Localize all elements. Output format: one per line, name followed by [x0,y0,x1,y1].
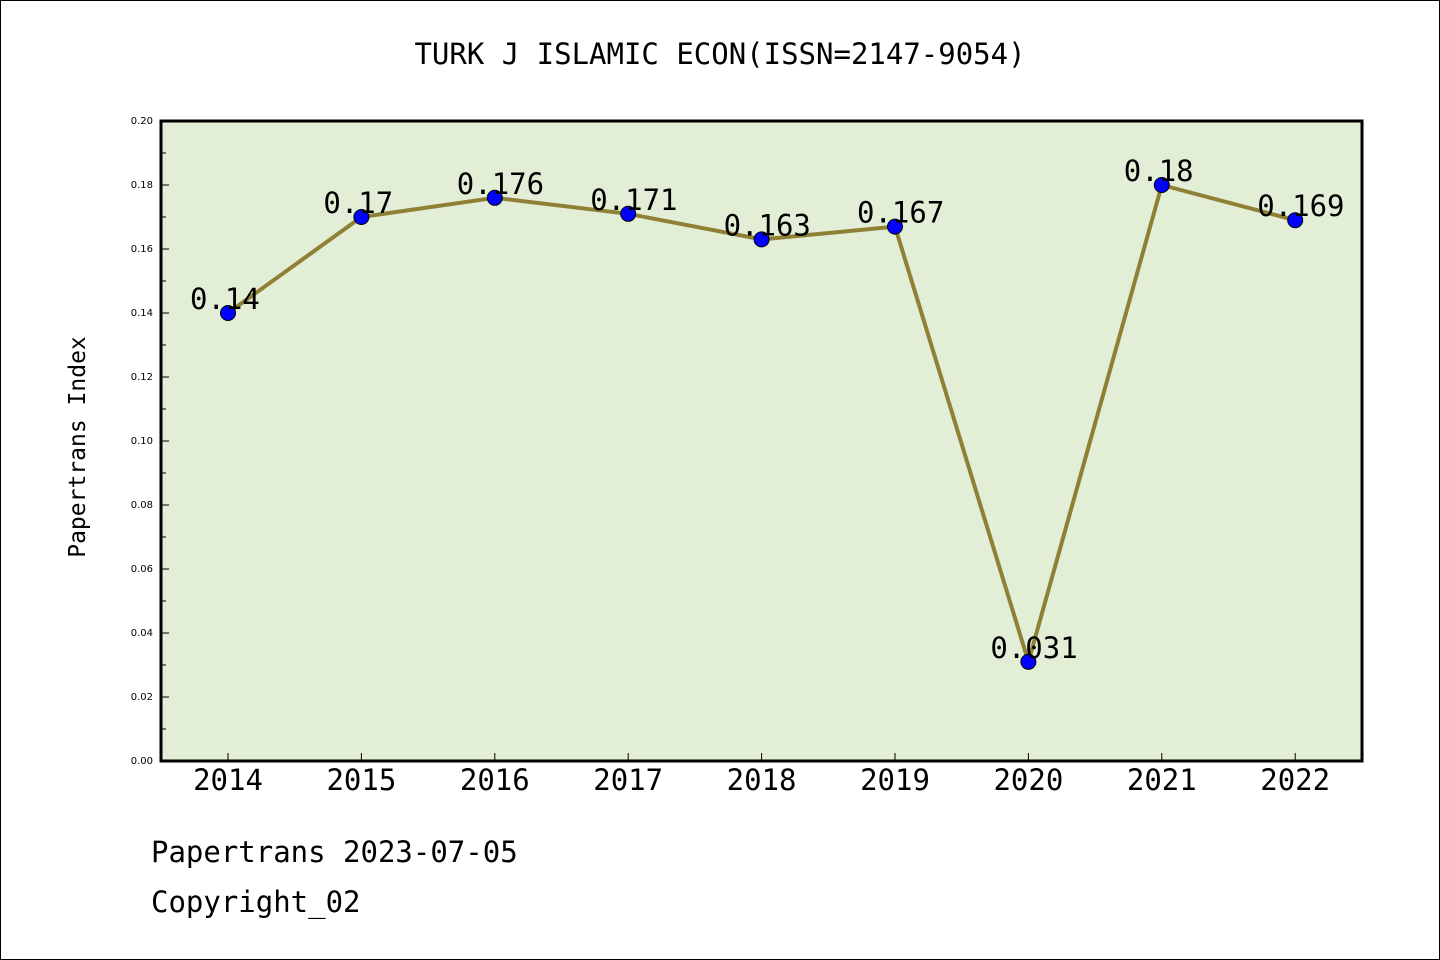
x-tick-label: 2022 [1260,763,1330,797]
x-tick-label: 2021 [1127,763,1197,797]
data-point [1020,653,1037,670]
data-point [353,209,370,225]
x-tick-label: 2015 [326,763,396,797]
data-point [1153,177,1170,193]
x-tick-label: 2016 [460,763,530,797]
data-label: 0.176 [457,167,544,201]
y-tick-label: 0.20 [131,116,153,127]
footer-date: Papertrans 2023-07-05 [151,835,518,869]
data-label: 0.163 [724,208,811,242]
data-label: 0.169 [1257,189,1344,223]
data-label: 0.18 [1124,154,1194,188]
y-tick-label: 0.14 [131,308,153,319]
y-tick-label: 0.12 [131,372,153,383]
plot-border [159,119,1364,763]
y-axis-ticks: 0.00 0.02 0.04 0.06 0.08 0.10 0.12 0.14 0.16 0.18… [131,116,169,767]
y-tick-label: 0.18 [131,180,153,191]
data-label: 0.14 [190,282,260,316]
data-point [220,305,236,321]
data-point [887,218,903,235]
x-tick-label: 2014 [193,763,263,797]
plot-area [161,121,1362,761]
y-tick-label: 0.00 [131,756,153,767]
data-label: 0.167 [857,196,944,230]
chart-title: TURK J ISLAMIC ECON(ISSN=2147-9054) [414,37,1026,71]
y-tick-label: 0.08 [131,500,153,511]
footer-copyright: Copyright_02 [151,885,361,919]
x-tick-label: 2019 [860,763,930,797]
data-point [753,231,770,248]
data-labels: 0.14 0.17 0.176 0.171 0.163 0.167 0.031 0.18 0.1… [190,154,1345,665]
data-point [1287,212,1304,229]
data-label: 0.17 [323,186,393,220]
series-markers [220,177,1304,670]
y-tick-label: 0.02 [131,692,153,703]
y-tick-label: 0.06 [131,564,153,575]
x-tick-label: 2017 [593,763,663,797]
data-label: 0.031 [990,631,1077,665]
data-point [486,189,503,206]
x-axis-ticks: 2014 2015 2016 2017 2018 2019 2020 2021 2022 [193,753,1330,797]
y-tick-label: 0.10 [131,436,153,447]
data-label: 0.171 [590,183,677,217]
data-point [620,205,637,222]
y-tick-label: 0.04 [131,628,153,639]
x-tick-label: 2020 [993,763,1063,797]
y-tick-label: 0.16 [131,244,153,255]
x-tick-label: 2018 [727,763,797,797]
